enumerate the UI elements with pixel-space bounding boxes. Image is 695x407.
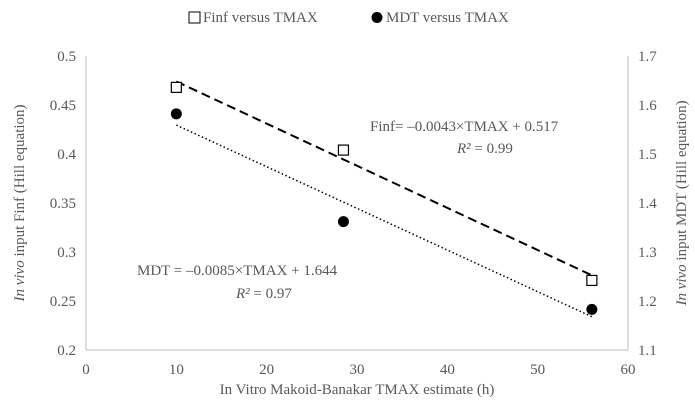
legend-mdt-label: MDT versus TMAX <box>386 10 509 26</box>
left-y-ticks: 0.2 0.25 0.3 0.35 0.4 0.45 0.5 <box>50 49 77 359</box>
right-y-tick-label: 1.2 <box>638 294 657 310</box>
right-y-tick-label: 1.1 <box>638 343 657 359</box>
legend-mdt-marker <box>371 12 383 23</box>
x-tick-label: 50 <box>530 362 545 378</box>
finf-equation: Finf= –0.0043×TMAX + 0.517 <box>370 119 559 135</box>
x-tick-label: 20 <box>259 362 274 378</box>
left-y-tick-label: 0.2 <box>57 343 76 359</box>
left-y-tick-label: 0.25 <box>50 294 76 310</box>
x-tick-label: 0 <box>82 362 90 378</box>
right-y-axis-title: In vivo input MDT (Hill equation) <box>674 100 690 306</box>
right-y-tick-label: 1.7 <box>638 49 657 65</box>
left-y-tick-label: 0.3 <box>57 245 76 261</box>
finf-data-point <box>170 81 182 93</box>
right-y-tick-label: 1.3 <box>638 245 657 261</box>
finf-r2-label: R² <box>456 141 471 157</box>
left-y-tick-label: 0.45 <box>50 98 76 114</box>
finf-data-point <box>586 274 598 287</box>
left-y-tick-label: 0.4 <box>57 147 76 163</box>
right-y-axis-title-rest: input MDT (Hill equation) <box>674 100 690 264</box>
mdt-trendline <box>176 124 593 318</box>
left-y-tick-label: 0.35 <box>50 196 76 212</box>
finf-trendline <box>175 80 593 277</box>
trendlines <box>175 80 593 318</box>
axes <box>85 56 629 351</box>
finf-data-point <box>337 144 350 156</box>
legend-finf-marker <box>188 11 201 24</box>
x-ticks: 0 10 20 30 40 50 60 <box>82 362 635 378</box>
left-y-axis-title-italic: In vivo <box>12 260 28 303</box>
left-y-axis-title: In vivo input Finf (Hill equation) <box>12 104 28 302</box>
mdt-data-point <box>586 303 598 315</box>
legend-finf-label: Finf versus TMAX <box>203 10 318 26</box>
left-y-tick-label: 0.5 <box>57 49 76 65</box>
x-tick-label: 60 <box>621 362 636 378</box>
mdt-data-point <box>170 108 182 120</box>
mdt-equation: MDT = –0.0085×TMAX + 1.644 <box>137 263 338 279</box>
x-tick-label: 40 <box>440 362 455 378</box>
x-tick-label: 30 <box>350 362 365 378</box>
mdt-r2-label: R² <box>235 286 250 302</box>
data-points <box>170 81 598 315</box>
right-y-axis-title-italic: In vivo <box>674 264 690 307</box>
legend: Finf versus TMAX MDT versus TMAX <box>188 10 509 26</box>
x-axis-title: In Vitro Makoid-Banakar TMAX estimate (h… <box>220 382 495 398</box>
right-y-ticks: 1.1 1.2 1.3 1.4 1.5 1.6 1.7 <box>638 49 657 359</box>
finf-r2: R² = 0.99 <box>456 141 513 157</box>
right-y-tick-label: 1.5 <box>638 147 657 163</box>
mdt-r2: R² = 0.97 <box>235 286 292 302</box>
right-y-tick-label: 1.4 <box>638 196 657 212</box>
mdt-data-point <box>337 216 349 228</box>
finf-r2-value: = 0.99 <box>471 141 513 157</box>
mdt-r2-value: = 0.97 <box>250 286 293 302</box>
left-y-axis-title-rest: input Finf (Hill equation) <box>12 104 28 260</box>
x-tick-label: 10 <box>169 362 184 378</box>
right-y-tick-label: 1.6 <box>638 98 657 114</box>
